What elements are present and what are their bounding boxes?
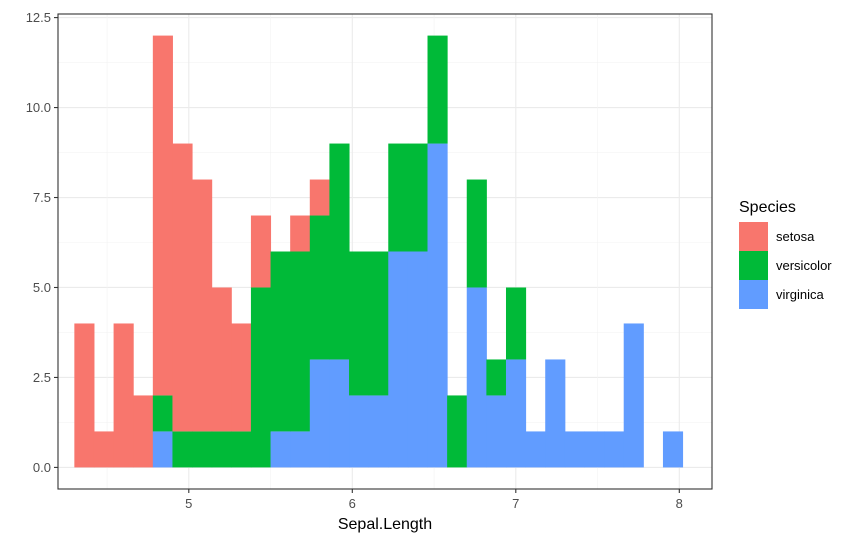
bar-versicolor bbox=[192, 431, 213, 468]
legend-key-virginica bbox=[739, 280, 768, 309]
x-tick-label: 7 bbox=[512, 496, 519, 511]
bar-virginica bbox=[388, 251, 409, 468]
legend-label-versicolor: versicolor bbox=[776, 258, 832, 273]
axis-ticks: 0.0 2.5 5.0 7.5 10.0 12.5 5 6 7 8 bbox=[26, 10, 683, 511]
bar-virginica bbox=[407, 251, 429, 468]
x-tick-label: 6 bbox=[349, 496, 356, 511]
bar-virginica bbox=[290, 431, 311, 468]
bar-setosa bbox=[250, 215, 272, 288]
bar-virginica bbox=[584, 431, 605, 468]
bar-virginica bbox=[270, 431, 291, 468]
bar-virginica bbox=[368, 395, 389, 468]
bar-setosa bbox=[113, 323, 134, 468]
bar-setosa bbox=[192, 179, 213, 432]
y-tick-label: 12.5 bbox=[26, 10, 51, 25]
y-tick-label: 5.0 bbox=[33, 280, 51, 295]
legend-label-setosa: setosa bbox=[776, 229, 815, 244]
bar-setosa bbox=[231, 323, 252, 432]
bar-versicolor bbox=[368, 251, 389, 396]
legend: Species setosa versicolor virginica bbox=[739, 199, 832, 309]
legend-key-versicolor bbox=[739, 251, 768, 280]
y-tick-label: 7.5 bbox=[33, 190, 51, 205]
bar-setosa bbox=[93, 431, 115, 468]
bar-virginica bbox=[466, 287, 487, 468]
bar-virginica bbox=[505, 359, 527, 468]
x-tick-label: 8 bbox=[676, 496, 683, 511]
bar-versicolor bbox=[172, 431, 193, 468]
bar-versicolor bbox=[466, 179, 487, 288]
bar-versicolor bbox=[447, 395, 468, 468]
bar-setosa bbox=[152, 35, 173, 396]
bar-versicolor bbox=[309, 215, 330, 360]
bar-setosa bbox=[133, 395, 154, 468]
bar-virginica bbox=[604, 431, 625, 468]
bar-versicolor bbox=[211, 431, 232, 468]
bar-virginica bbox=[525, 431, 546, 468]
bar-setosa bbox=[74, 323, 95, 468]
bar-versicolor bbox=[250, 287, 272, 468]
bar-virginica bbox=[427, 143, 448, 468]
y-tick-label: 2.5 bbox=[33, 370, 51, 385]
x-tick-label: 5 bbox=[185, 496, 192, 511]
bar-versicolor bbox=[270, 251, 291, 432]
bar-virginica bbox=[564, 431, 585, 468]
bar-versicolor bbox=[349, 251, 370, 396]
legend-key-setosa bbox=[739, 222, 768, 251]
bar-virginica bbox=[486, 395, 507, 468]
bar-versicolor bbox=[152, 395, 173, 432]
bar-setosa bbox=[290, 215, 311, 252]
bar-virginica bbox=[349, 395, 370, 468]
legend-title: Species bbox=[739, 199, 796, 216]
bars bbox=[74, 35, 684, 468]
bar-versicolor bbox=[388, 143, 409, 252]
bar-versicolor bbox=[329, 143, 350, 360]
bar-setosa bbox=[309, 179, 330, 216]
bar-setosa bbox=[211, 287, 232, 432]
x-axis-title: Sepal.Length bbox=[338, 516, 432, 533]
bar-virginica bbox=[309, 359, 330, 468]
bar-versicolor bbox=[486, 359, 507, 396]
bar-versicolor bbox=[427, 35, 448, 144]
bar-virginica bbox=[623, 323, 644, 468]
bar-virginica bbox=[329, 359, 350, 468]
bar-versicolor bbox=[231, 431, 252, 468]
y-tick-label: 10.0 bbox=[26, 100, 51, 115]
bar-versicolor bbox=[407, 143, 429, 252]
bar-setosa bbox=[172, 143, 193, 432]
bar-versicolor bbox=[505, 287, 527, 360]
panel-border bbox=[57, 13, 713, 490]
bar-versicolor bbox=[290, 251, 311, 432]
bar-virginica bbox=[152, 431, 173, 468]
bar-virginica bbox=[662, 431, 684, 468]
y-tick-label: 0.0 bbox=[33, 460, 51, 475]
legend-label-virginica: virginica bbox=[776, 287, 824, 302]
bar-virginica bbox=[545, 359, 566, 468]
